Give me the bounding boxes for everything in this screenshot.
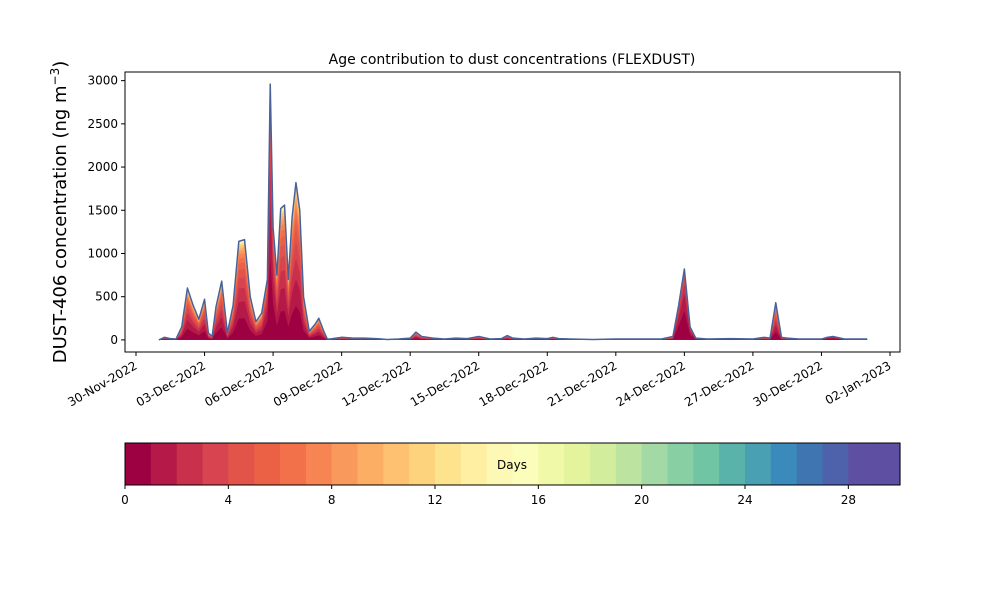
- x-axis: 30-Nov-202203-Dec-202206-Dec-202209-Dec-…: [65, 352, 894, 409]
- y-tick-label: 2000: [87, 160, 118, 174]
- colorbar-cell: [409, 443, 436, 485]
- colorbar-tick-label: 12: [427, 493, 442, 507]
- colorbar-tick-label: 8: [328, 493, 336, 507]
- colorbar-cell: [125, 443, 152, 485]
- colorbar-cell: [590, 443, 617, 485]
- colorbar-cell: [254, 443, 281, 485]
- plot-frame: [124, 71, 901, 353]
- colorbar-cell: [822, 443, 849, 485]
- colorbar-cell: [331, 443, 359, 485]
- colorbar-cell: [615, 443, 643, 485]
- colorbar-tick-label: 20: [634, 493, 649, 507]
- x-tick-label: 30-Nov-2022: [65, 358, 139, 409]
- y-axis-label-close: ): [50, 61, 71, 68]
- total-concentration-line: [158, 83, 868, 341]
- colorbar-tick-label: 28: [841, 493, 856, 507]
- colorbar-cell: [383, 443, 410, 485]
- colorbar-tick-label: 0: [121, 493, 129, 507]
- colorbar-cell: [305, 443, 333, 485]
- colorbar-cell: [202, 443, 229, 485]
- y-axis-label: DUST-406 concentration (ng m−3): [48, 61, 71, 364]
- y-tick-label: 3000: [87, 74, 118, 88]
- colorbar-tick-label: 4: [225, 493, 233, 507]
- y-axis-label-exponent: −3: [48, 68, 62, 86]
- x-tick-label: 06-Dec-2022: [202, 358, 276, 409]
- colorbar-cell: [564, 443, 591, 485]
- x-tick-label: 12-Dec-2022: [339, 358, 413, 409]
- colorbar-frame: [124, 442, 901, 486]
- colorbar-cell: [357, 443, 384, 485]
- colorbar-cell: [176, 443, 204, 485]
- age-contribution-areas: [158, 83, 868, 341]
- y-tick-label: 1000: [87, 246, 118, 260]
- colorbar: Days 0 4 8 12 16 20 24 28: [121, 442, 901, 507]
- x-tick-label: 27-Dec-2022: [682, 358, 756, 409]
- x-tick-label: 09-Dec-2022: [271, 358, 345, 409]
- colorbar-cell: [796, 443, 824, 485]
- y-tick-label: 2500: [87, 117, 118, 131]
- colorbar-cells: [125, 443, 901, 485]
- colorbar-cell: [280, 443, 307, 485]
- x-tick-label: 18-Dec-2022: [476, 358, 550, 409]
- x-tick-label: 21-Dec-2022: [545, 358, 619, 409]
- colorbar-cell: [667, 443, 694, 485]
- plot-area: 0 500 1000 1500 2000 2500 3000 30-Nov-202203-D…: [65, 71, 901, 409]
- x-tick-label: 15-Dec-2022: [408, 358, 482, 409]
- colorbar-cell: [150, 443, 178, 485]
- x-tick-label: 02-Jan-2023: [823, 358, 894, 407]
- colorbar-cell: [486, 443, 514, 485]
- colorbar-cell: [538, 443, 565, 485]
- colorbar-axis: 0 4 8 12 16 20 24 28: [121, 485, 856, 507]
- colorbar-cell: [848, 443, 875, 485]
- y-tick-label: 1500: [87, 203, 118, 217]
- x-tick-label: 03-Dec-2022: [134, 358, 208, 409]
- colorbar-cell: [719, 443, 746, 485]
- colorbar-cell: [641, 443, 669, 485]
- colorbar-cell: [745, 443, 772, 485]
- colorbar-cell: [512, 443, 539, 485]
- colorbar-label: Days: [497, 458, 527, 472]
- x-tick-label: 24-Dec-2022: [614, 358, 688, 409]
- age-band-area-2: [158, 165, 868, 340]
- y-axis-label-main: DUST-406 concentration (ng m: [50, 85, 71, 363]
- chart-title: Age contribution to dust concentrations …: [329, 52, 696, 68]
- colorbar-cell: [435, 443, 462, 485]
- colorbar-cell: [770, 443, 798, 485]
- colorbar-cell: [874, 443, 901, 485]
- y-tick-label: 0: [110, 333, 118, 347]
- y-axis: 0 500 1000 1500 2000 2500 3000: [87, 74, 125, 347]
- y-tick-label: 500: [95, 290, 118, 304]
- x-tick-label: 30-Dec-2022: [751, 358, 825, 409]
- age-band-area-1: [158, 203, 868, 340]
- colorbar-tick-label: 24: [737, 493, 752, 507]
- colorbar-tick-label: 16: [531, 493, 546, 507]
- colorbar-cell: [228, 443, 255, 485]
- colorbar-cell: [460, 443, 488, 485]
- colorbar-cell: [693, 443, 720, 485]
